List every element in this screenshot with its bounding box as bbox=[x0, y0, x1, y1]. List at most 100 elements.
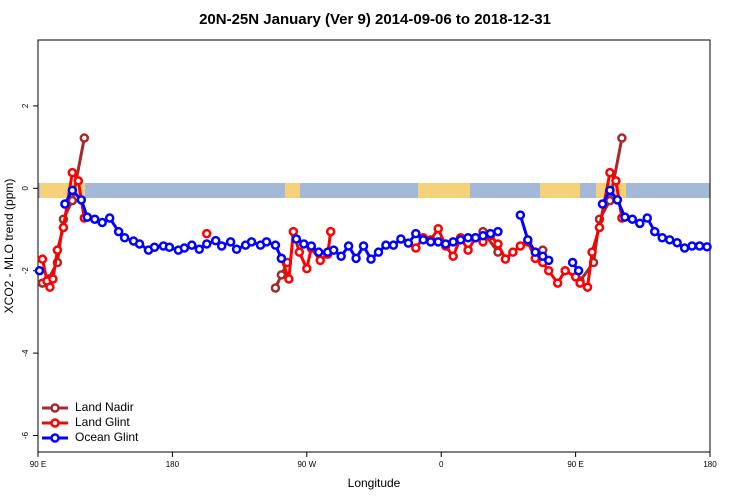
data-point bbox=[313, 247, 324, 257]
data-point bbox=[270, 240, 281, 250]
data-point bbox=[485, 228, 496, 239]
legend-marker bbox=[50, 403, 60, 413]
data-point bbox=[440, 239, 451, 249]
data-point bbox=[594, 222, 605, 233]
data-point bbox=[270, 283, 281, 293]
data-point bbox=[52, 245, 63, 255]
data-point bbox=[79, 133, 90, 143]
data-point bbox=[328, 245, 339, 255]
data-point bbox=[276, 270, 287, 280]
data-point bbox=[336, 251, 346, 262]
x-tick-label: 90 W bbox=[297, 460, 316, 469]
y-tick-label: -4 bbox=[21, 349, 30, 357]
data-point bbox=[351, 253, 361, 264]
data-point bbox=[605, 167, 615, 178]
data-point bbox=[642, 213, 653, 223]
data-point bbox=[194, 244, 205, 255]
x-tick-label: 90 E bbox=[30, 460, 46, 469]
data-point bbox=[201, 228, 212, 239]
data-point bbox=[411, 228, 421, 239]
data-point bbox=[284, 274, 294, 284]
data-point bbox=[231, 244, 242, 255]
data-point bbox=[373, 247, 384, 257]
data-point bbox=[73, 176, 84, 186]
data-point bbox=[187, 240, 197, 250]
data-point bbox=[104, 213, 115, 223]
data-point bbox=[463, 245, 473, 255]
data-point bbox=[306, 241, 317, 251]
land-patch bbox=[540, 183, 580, 198]
data-point bbox=[325, 226, 336, 237]
x-tick-label: 180 bbox=[703, 460, 717, 469]
data-point bbox=[34, 265, 45, 276]
data-point bbox=[573, 265, 584, 276]
data-point bbox=[134, 239, 145, 249]
data-point bbox=[381, 240, 391, 250]
data-point bbox=[582, 282, 593, 292]
data-point bbox=[216, 241, 227, 251]
data-point bbox=[523, 235, 533, 245]
data-point bbox=[672, 237, 682, 248]
data-point bbox=[575, 278, 585, 288]
data-point bbox=[396, 234, 406, 244]
data-point bbox=[567, 257, 578, 268]
data-point bbox=[508, 247, 518, 257]
y-tick-label: 0 bbox=[21, 186, 30, 191]
data-point bbox=[210, 235, 221, 246]
x-axis-label: Longitude bbox=[348, 476, 401, 490]
data-point bbox=[620, 212, 630, 222]
x-tick-label: 180 bbox=[166, 460, 180, 469]
data-point bbox=[448, 251, 458, 262]
data-point bbox=[463, 233, 473, 243]
data-point bbox=[455, 235, 466, 245]
data-point bbox=[425, 237, 436, 247]
data-point bbox=[530, 247, 541, 257]
legend-marker bbox=[50, 418, 60, 428]
data-point bbox=[291, 234, 302, 244]
data-point bbox=[343, 241, 354, 251]
data-point bbox=[37, 254, 48, 264]
data-point bbox=[649, 226, 660, 237]
chart-title: 20N-25N January (Ver 9) 2014-09-06 to 20… bbox=[199, 11, 551, 28]
data-point bbox=[433, 237, 443, 247]
data-point bbox=[694, 241, 705, 251]
data-point bbox=[67, 195, 78, 206]
data-point bbox=[403, 238, 414, 248]
x-tick-label: 90 E bbox=[567, 460, 583, 469]
y-tick-label: -6 bbox=[21, 431, 30, 439]
data-point bbox=[627, 214, 638, 224]
data-point bbox=[612, 195, 623, 205]
data-point bbox=[493, 226, 503, 237]
data-point bbox=[478, 230, 488, 241]
data-point bbox=[587, 247, 597, 257]
data-point bbox=[679, 243, 690, 253]
land-patch bbox=[285, 183, 300, 198]
data-point bbox=[113, 226, 124, 237]
data-point bbox=[302, 263, 312, 274]
data-point bbox=[500, 254, 511, 264]
data-point bbox=[493, 239, 503, 249]
data-point bbox=[448, 237, 458, 247]
legend-marker bbox=[50, 433, 60, 443]
data-point bbox=[560, 265, 570, 276]
data-point bbox=[119, 233, 130, 243]
data-point bbox=[60, 199, 70, 209]
data-point bbox=[617, 133, 627, 143]
series-line bbox=[41, 137, 624, 289]
data-point bbox=[687, 241, 697, 251]
legend-label: Land Glint bbox=[75, 415, 130, 429]
data-point bbox=[276, 253, 287, 264]
data-point bbox=[433, 223, 443, 234]
data-point bbox=[657, 233, 667, 243]
legend-label: Land Nadir bbox=[75, 400, 134, 414]
data-point bbox=[515, 241, 526, 251]
data-point bbox=[552, 278, 563, 288]
data-point bbox=[67, 167, 78, 178]
data-point bbox=[597, 199, 608, 209]
data-point bbox=[201, 239, 212, 249]
y-axis-label: XCO2 - MLO trend (ppm) bbox=[2, 179, 16, 314]
data-point bbox=[605, 185, 615, 196]
data-point bbox=[388, 240, 399, 250]
data-point bbox=[164, 242, 175, 252]
